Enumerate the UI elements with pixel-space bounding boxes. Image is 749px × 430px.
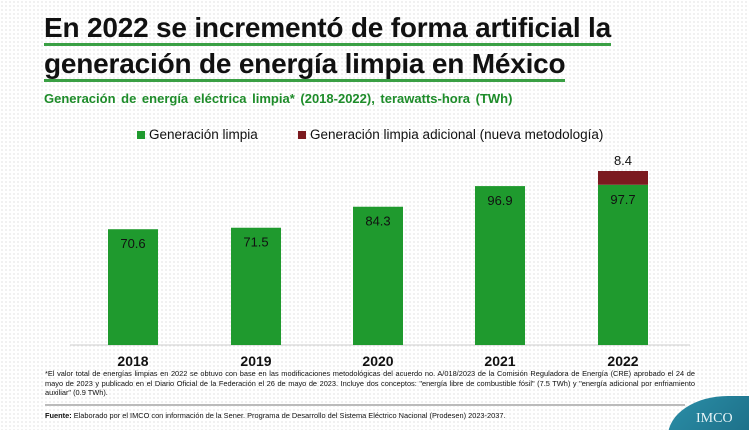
logo-text: IMCO bbox=[696, 411, 733, 426]
bar-2020-series-0 bbox=[353, 206, 403, 345]
legend-item-generacion-limpia: Generación limpia bbox=[137, 127, 258, 142]
divider bbox=[45, 404, 685, 406]
x-tick-label-2021: 2021 bbox=[484, 353, 515, 369]
title-line-1: En 2022 se incrementó de forma artificia… bbox=[44, 12, 611, 46]
legend-item-adicional: Generación limpia adicional (nueva metod… bbox=[298, 127, 603, 142]
chart-subtitle: Generación de energía eléctrica limpia* … bbox=[44, 91, 513, 106]
bar-2021-series-0 bbox=[475, 186, 525, 345]
x-tick-label-2018: 2018 bbox=[117, 353, 148, 369]
legend-label: Generación limpia bbox=[149, 127, 258, 142]
source-text: Elaborado por el IMCO con información de… bbox=[71, 411, 506, 420]
x-tick-label-2022: 2022 bbox=[607, 353, 638, 369]
bar-2022-series-1 bbox=[598, 170, 648, 185]
data-label-2021-series-0: 96.9 bbox=[487, 193, 512, 208]
x-tick-label-2019: 2019 bbox=[240, 353, 271, 369]
imco-logo: IMCO bbox=[668, 396, 749, 430]
title-text-1: En 2022 se incrementó de forma artificia… bbox=[44, 13, 611, 46]
data-label-2018-series-0: 70.6 bbox=[120, 236, 145, 251]
data-label-2022-series-1: 8.4 bbox=[614, 153, 632, 168]
legend-swatch-green bbox=[137, 130, 145, 139]
bar-2022-series-0 bbox=[598, 184, 648, 345]
data-label-2022-series-0: 97.7 bbox=[610, 192, 635, 207]
legend-swatch-red bbox=[298, 130, 306, 139]
bar-2019-series-0 bbox=[231, 227, 281, 345]
title-text-2: generación de energía limpia en México bbox=[44, 49, 566, 82]
data-label-2020-series-0: 84.3 bbox=[365, 214, 390, 229]
footnote: *El valor total de energías limpias en 2… bbox=[45, 369, 695, 397]
source-label: Fuente: bbox=[45, 411, 72, 420]
bar-2018-series-0 bbox=[108, 229, 158, 345]
title-line-2: generación de energía limpia en México bbox=[44, 48, 566, 82]
legend-label: Generación limpia adicional (nueva metod… bbox=[310, 127, 604, 142]
x-tick-label-2020: 2020 bbox=[362, 353, 393, 369]
data-label-2019-series-0: 71.5 bbox=[243, 235, 268, 250]
source: Fuente: Elaborado por el IMCO con inform… bbox=[45, 411, 506, 420]
